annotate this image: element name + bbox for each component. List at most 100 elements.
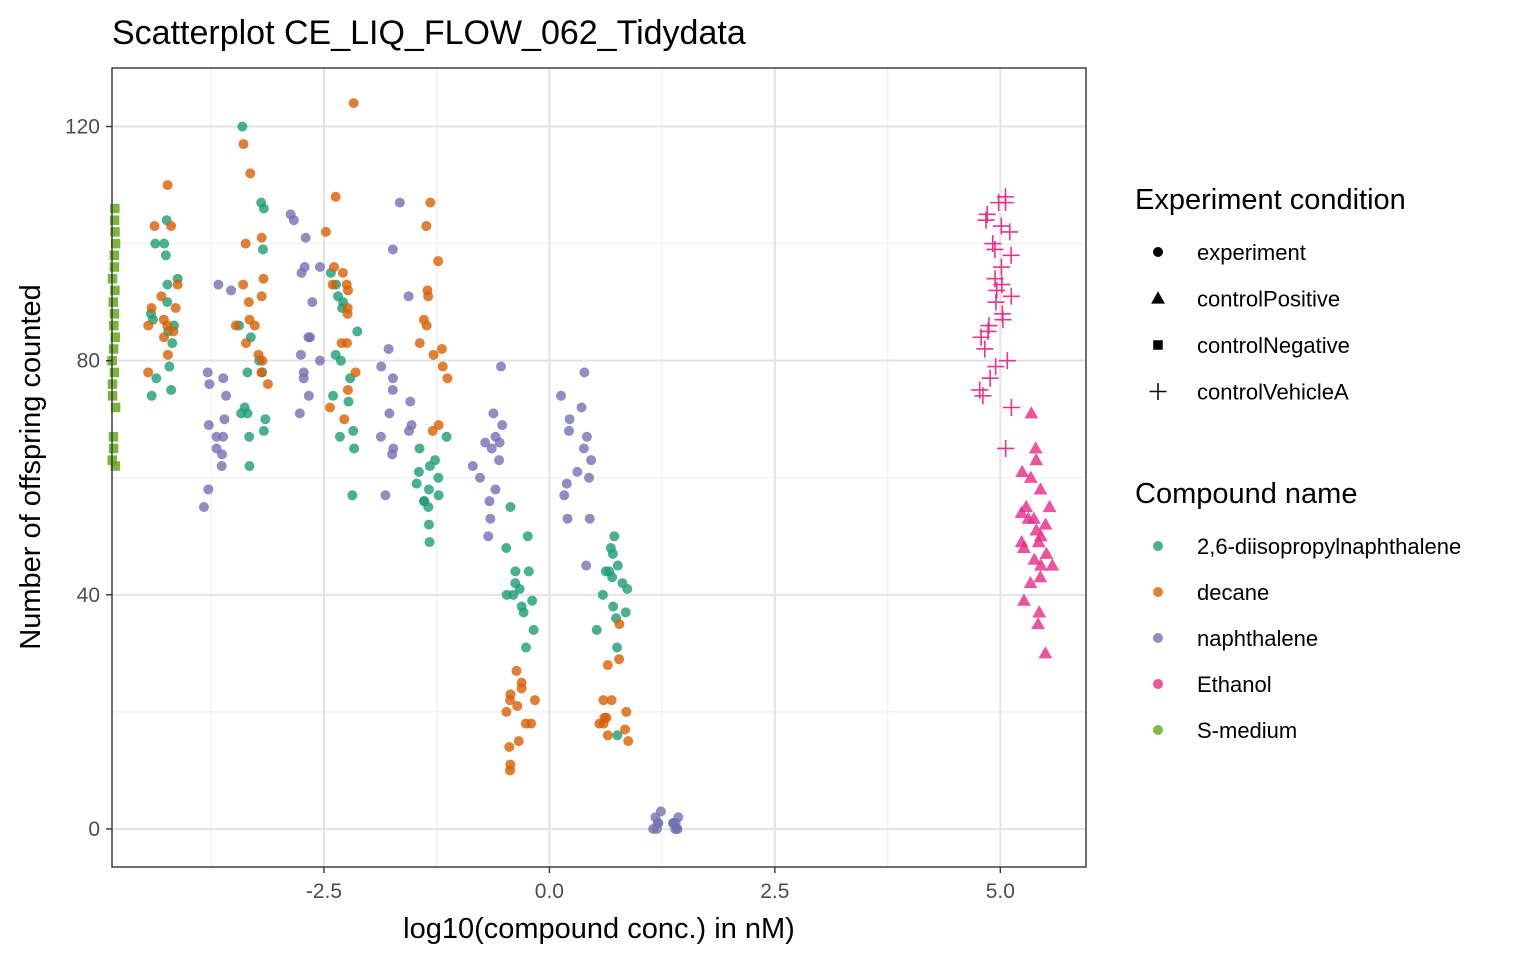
decane-circle-point	[324, 402, 335, 413]
decane-circle-point	[168, 326, 179, 337]
naphthalene-circle-point	[475, 472, 486, 483]
decane-circle-point	[256, 291, 267, 302]
s-medium-square-point	[110, 203, 120, 214]
2-6-diisopropylnaphthalene-circle-point	[612, 642, 623, 653]
naphthalene-circle-point	[490, 484, 501, 495]
decane-circle-point	[256, 232, 267, 243]
legend-title-compound: Compound name	[1135, 478, 1357, 510]
naphthalene-circle-point	[394, 197, 405, 208]
legend-key-color	[1153, 587, 1163, 597]
decane-circle-point	[442, 373, 453, 384]
decane-circle-point	[249, 320, 260, 331]
ethanol-triangle-point	[1033, 570, 1048, 583]
naphthalene-circle-point	[670, 823, 681, 834]
naphthalene-circle-point	[480, 437, 491, 448]
decane-circle-point	[327, 279, 338, 290]
decane-circle-point	[512, 701, 523, 712]
decane-circle-point	[598, 695, 609, 706]
decane-circle-point	[170, 302, 181, 313]
decane-circle-point	[614, 619, 625, 630]
decane-circle-point	[330, 191, 341, 202]
decane-circle-point	[328, 262, 339, 273]
naphthalene-circle-point	[294, 408, 305, 419]
naphthalene-circle-point	[484, 496, 495, 507]
ethanol-plus-point	[1001, 223, 1019, 241]
naphthalene-circle-point	[384, 408, 395, 419]
2-6-diisopropylnaphthalene-circle-point	[620, 607, 631, 618]
decane-circle-point	[342, 285, 353, 296]
2-6-diisopropylnaphthalene-circle-point	[244, 461, 255, 472]
2-6-diisopropylnaphthalene-circle-point	[423, 484, 434, 495]
2-6-diisopropylnaphthalene-circle-point	[257, 244, 268, 255]
naphthalene-circle-point	[581, 431, 592, 442]
2-6-diisopropylnaphthalene-circle-point	[258, 203, 269, 214]
ethanol-plus-point	[1002, 246, 1020, 264]
naphthalene-circle-point	[314, 355, 325, 366]
ethanol-triangle-point	[1038, 517, 1053, 530]
ethanol-triangle-point	[1045, 558, 1060, 571]
decane-circle-point	[504, 742, 515, 753]
naphthalene-circle-point	[572, 466, 583, 477]
legend-key-triangle	[1151, 291, 1165, 304]
decane-circle-point	[427, 425, 438, 436]
naphthalene-circle-point	[561, 478, 572, 489]
naphthalene-circle-point	[584, 472, 595, 483]
s-medium-square-point	[110, 227, 120, 237]
2-6-diisopropylnaphthalene-circle-point	[528, 624, 539, 635]
2-6-diisopropylnaphthalene-circle-point	[413, 466, 424, 477]
ethanol-triangle-point	[1015, 464, 1030, 477]
ethanol-plus-point	[987, 358, 1005, 376]
naphthalene-circle-point	[198, 502, 209, 513]
2-6-diisopropylnaphthalene-circle-point	[501, 589, 512, 600]
naphthalene-circle-point	[494, 455, 505, 466]
decane-circle-point	[602, 660, 613, 671]
2-6-diisopropylnaphthalene-circle-point	[162, 279, 173, 290]
2-6-diisopropylnaphthalene-circle-point	[612, 560, 623, 571]
naphthalene-circle-point	[556, 390, 567, 401]
ethanol-triangle-point	[1039, 546, 1054, 559]
decane-circle-point	[620, 724, 631, 735]
naphthalene-circle-point	[578, 443, 589, 454]
y-tick-label: 120	[65, 116, 100, 139]
y-tick-label: 40	[77, 584, 100, 607]
decane-circle-point	[337, 267, 348, 278]
naphthalene-circle-point	[298, 373, 309, 384]
ethanol-triangle-point	[1027, 511, 1041, 524]
naphthalene-circle-point	[203, 420, 214, 431]
legend-label-condition: controlVehicleA	[1197, 380, 1349, 405]
y-axis-title: Number of offspring counted	[15, 284, 47, 649]
legend-key-color	[1153, 725, 1163, 735]
2-6-diisopropylnaphthalene-circle-point	[505, 502, 516, 513]
y-axis: 0 40 80 120	[65, 116, 112, 841]
decane-circle-point	[241, 338, 252, 349]
naphthalene-circle-point	[219, 414, 230, 425]
2-6-diisopropylnaphthalene-circle-point	[510, 566, 521, 577]
decane-circle-point	[342, 384, 353, 395]
decane-circle-point	[501, 706, 512, 717]
2-6-diisopropylnaphthalene-circle-point	[160, 250, 171, 261]
s-medium-square-point	[110, 238, 121, 249]
legend-label-condition: controlPositive	[1197, 287, 1340, 312]
2-6-diisopropylnaphthalene-circle-point	[522, 531, 533, 542]
decane-circle-point	[348, 98, 359, 109]
2-6-diisopropylnaphthalene-circle-point	[167, 338, 178, 349]
naphthalene-circle-point	[288, 215, 299, 226]
2-6-diisopropylnaphthalene-circle-point	[591, 624, 602, 635]
decane-circle-point	[423, 291, 434, 302]
legend-key-square	[1153, 340, 1163, 350]
decane-circle-point	[162, 349, 173, 360]
2-6-diisopropylnaphthalene-circle-point	[612, 730, 623, 741]
naphthalene-circle-point	[387, 373, 398, 384]
decane-circle-point	[339, 414, 350, 425]
naphthalene-circle-point	[488, 408, 499, 419]
naphthalene-circle-point	[376, 361, 387, 372]
naphthalene-circle-point	[387, 244, 398, 255]
s-medium-square-point	[109, 262, 120, 272]
decane-circle-point	[606, 695, 617, 706]
legend-key-color	[1153, 541, 1163, 551]
2-6-diisopropylnaphthalene-circle-point	[334, 431, 345, 442]
ethanol-triangle-point	[1028, 441, 1043, 454]
naphthalene-circle-point	[486, 443, 497, 454]
2-6-diisopropylnaphthalene-circle-point	[604, 566, 615, 577]
